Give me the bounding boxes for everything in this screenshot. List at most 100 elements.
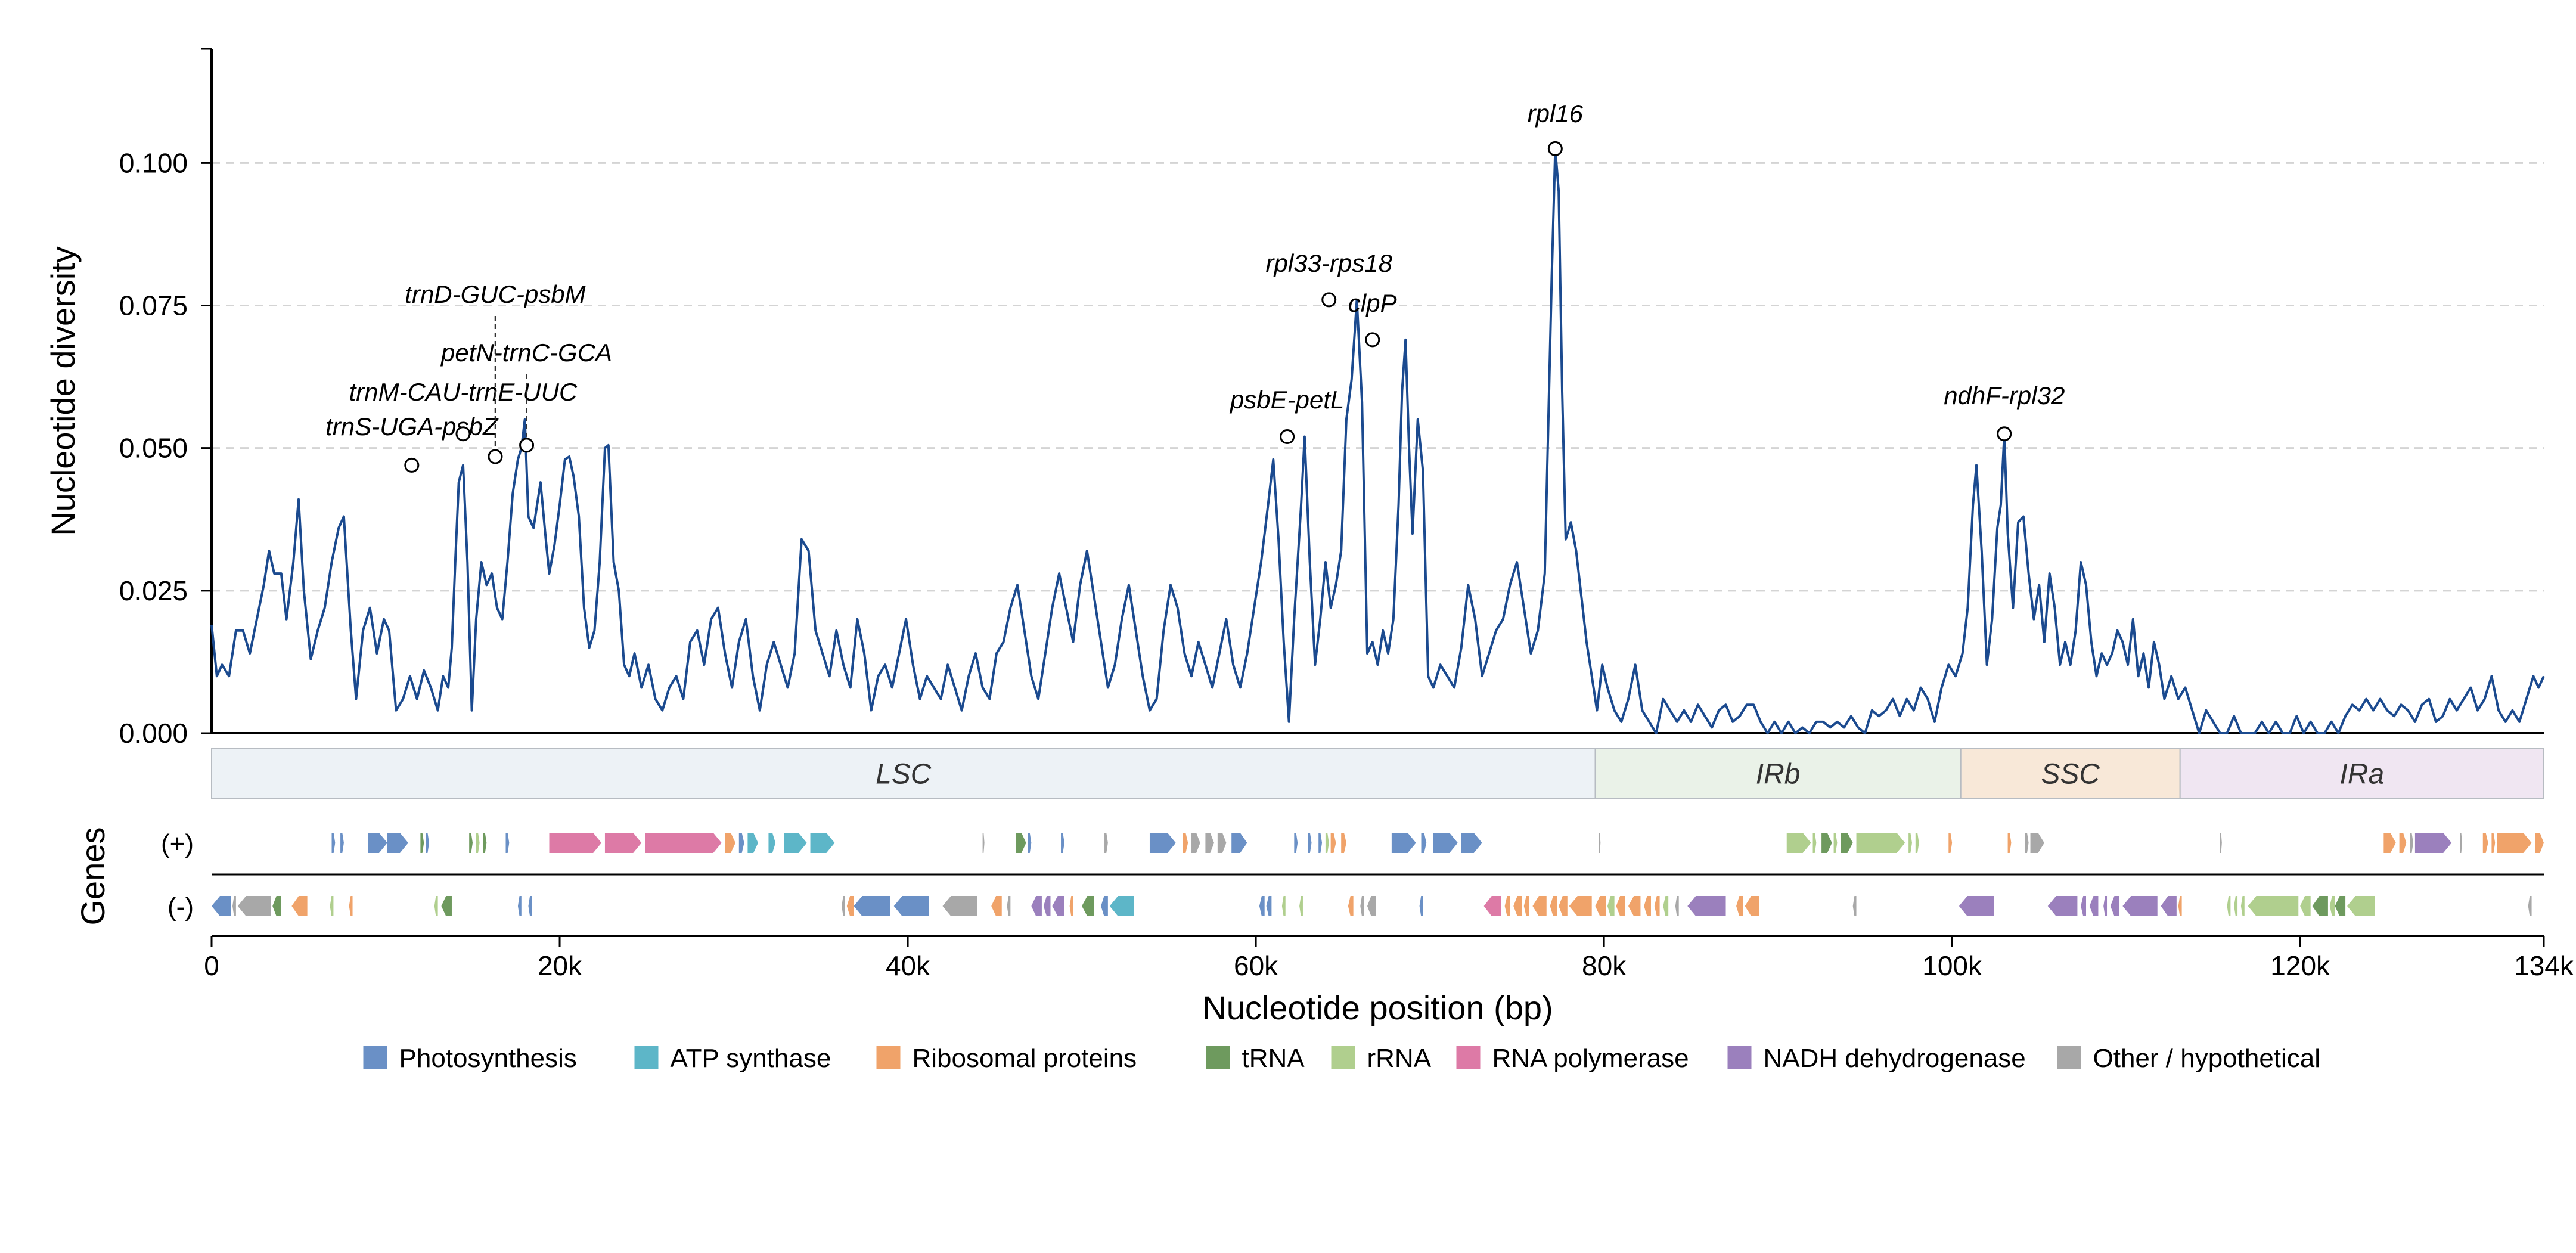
peak-label: rpl16 xyxy=(1528,100,1584,128)
peak-marker xyxy=(488,449,503,464)
peak-label: trnM-CAU-trnE-UUC xyxy=(349,378,578,406)
peak-marker xyxy=(455,426,471,442)
legend-swatch-atp xyxy=(634,1046,659,1069)
gene-arrow-ndh xyxy=(2110,896,2119,916)
gene-arrow-photo xyxy=(1318,833,1323,853)
peak-marker xyxy=(1547,141,1563,156)
legend-label-trna: tRNA xyxy=(1242,1044,1305,1073)
y-tick-label: 0.000 xyxy=(119,718,188,749)
peak-marker xyxy=(519,438,535,453)
gene-arrow-rrna xyxy=(2329,896,2335,916)
gene-arrow-photo xyxy=(368,833,387,853)
gene-arrow-trna xyxy=(483,833,487,853)
gene-arrow-other xyxy=(1104,833,1108,853)
peak-annotations: trnS-UGA-psbZ trnM-CAU-trnE-UUC trnD-GUC-p… xyxy=(325,100,2065,473)
gene-arrow-atp xyxy=(768,833,776,853)
gene-arrow-atp xyxy=(747,833,758,853)
legend-label-atp: ATP synthase xyxy=(671,1044,831,1073)
gene-arrow-ribo xyxy=(846,896,854,916)
gene-arrow-ribo xyxy=(1532,896,1547,916)
gene-arrow-other xyxy=(1007,896,1011,916)
gene-arrow-ndh xyxy=(2161,896,2177,916)
legend-swatch-photo xyxy=(363,1046,387,1069)
gene-arrow-rrna xyxy=(1325,833,1329,853)
gene-arrow-ribo xyxy=(1513,896,1522,916)
y-tick-label: 0.100 xyxy=(119,147,188,178)
gene-arrow-ndh xyxy=(1052,896,1064,916)
gene-arrow-ribo xyxy=(991,896,1002,916)
gene-arrow-ribo xyxy=(1348,896,1354,916)
peak-label: petN-trnC-GCA xyxy=(440,339,612,367)
gene-arrow-ribo xyxy=(2482,833,2488,853)
region-label: LSC xyxy=(876,759,932,790)
gene-arrow-ndh xyxy=(1031,896,1042,916)
gene-arrow-ribo xyxy=(2399,833,2407,853)
gene-arrow-photo xyxy=(426,833,430,853)
gene-arrow-photo xyxy=(1231,833,1247,853)
legend-swatch-ndh xyxy=(1727,1046,1752,1069)
legend-label-ndh: NADH dehydrogenase xyxy=(1764,1044,2026,1073)
gene-arrow-ribo xyxy=(1569,896,1592,916)
gene-arrow-other xyxy=(2220,833,2222,853)
gene-arrow-photo xyxy=(1259,896,1265,916)
region-label: IRb xyxy=(1756,759,1801,790)
x-tick-label: 0 xyxy=(204,950,219,981)
gene-arrow-ndh xyxy=(2047,896,2078,916)
gene-arrow-photo xyxy=(505,833,510,853)
gene-arrow-photo xyxy=(212,896,231,916)
region-bar xyxy=(1960,748,2181,799)
gene-arrow-ribo xyxy=(2491,833,2496,853)
gene-arrow-ndh xyxy=(1043,896,1051,916)
gene-arrow-rrna xyxy=(2248,896,2299,916)
gene-arrow-photo xyxy=(1266,896,1272,916)
diversity-series xyxy=(210,147,2545,734)
region-bar xyxy=(1594,748,1962,799)
gene-arrow-ndh xyxy=(2081,896,2087,916)
gene-arrow-rrna xyxy=(476,833,480,853)
peak-marker xyxy=(1321,292,1337,308)
gene-arrow-trna xyxy=(1016,833,1026,853)
genome-regions: LSC IRb SSC IRa xyxy=(211,748,2544,799)
gene-arrow-ribo xyxy=(1183,833,1188,853)
peak-marker xyxy=(1997,426,2012,442)
gene-arrow-rrna xyxy=(2240,896,2245,916)
legend-label-other: Other / hypothetical xyxy=(2093,1044,2321,1073)
gene-arrow-photo xyxy=(340,833,344,853)
peak-label: psbE-petL xyxy=(1229,386,1344,414)
gene-arrow-rrna xyxy=(2234,896,2238,916)
gene-arrow-ndh xyxy=(2103,896,2108,916)
gene-arrow-photo xyxy=(1461,833,1482,853)
gene-arrow-ribo xyxy=(1330,833,1336,853)
gene-arrow-ribo xyxy=(1644,896,1651,916)
gene-arrow-rrna xyxy=(1812,833,1817,853)
gene-arrow-rrna xyxy=(2300,896,2311,916)
diversity-line xyxy=(210,147,2545,734)
gene-arrow-rrna xyxy=(1833,833,1838,853)
peak-marker xyxy=(1365,332,1380,348)
gene-arrow-ribo xyxy=(1559,896,1568,916)
legend-swatch-trna xyxy=(1206,1046,1230,1069)
genes-axis-title: Genes xyxy=(74,827,111,926)
gene-arrow-rrna xyxy=(1856,833,1905,853)
gene-arrow-photo xyxy=(854,896,890,916)
gene-arrow-atp xyxy=(1109,896,1134,916)
gene-arrow-ribo xyxy=(1595,896,1606,916)
gene-arrow-ribo xyxy=(2497,833,2532,853)
peak-label: clpP xyxy=(1348,289,1397,317)
x-tick-label: 40k xyxy=(886,950,930,981)
legend-label-ribo: Ribosomal proteins xyxy=(913,1044,1137,1073)
gene-arrow-photo xyxy=(1028,833,1032,853)
gene-arrow-ribo xyxy=(1948,833,1953,853)
gene-arrow-rnap xyxy=(549,833,602,853)
gridlines xyxy=(212,162,2544,592)
gene-arrow-ribo xyxy=(1736,896,1743,916)
gene-arrow-trna xyxy=(2335,896,2346,916)
gene-arrow-rnap xyxy=(645,833,722,853)
plus-strand-label: (+) xyxy=(161,829,194,858)
gene-arrow-rrna xyxy=(1299,896,1303,916)
gene-arrow-ribo xyxy=(1628,896,1641,916)
gene-arrow-other xyxy=(237,896,271,916)
x-axis-title: Nucleotide position (bp) xyxy=(1202,989,1553,1026)
region-bar xyxy=(2179,748,2544,799)
